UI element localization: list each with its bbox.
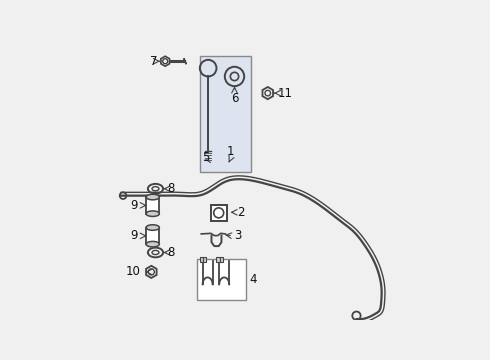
Text: 5: 5 xyxy=(203,151,210,164)
FancyBboxPatch shape xyxy=(217,257,220,262)
Text: 11: 11 xyxy=(277,87,293,100)
Ellipse shape xyxy=(146,194,159,200)
Text: 8: 8 xyxy=(167,246,174,259)
Ellipse shape xyxy=(146,225,159,230)
Text: 4: 4 xyxy=(250,273,257,286)
Text: 3: 3 xyxy=(235,229,242,242)
Text: 7: 7 xyxy=(150,55,157,68)
Text: 8: 8 xyxy=(167,182,174,195)
FancyBboxPatch shape xyxy=(203,257,206,262)
FancyBboxPatch shape xyxy=(200,257,203,262)
Text: 1: 1 xyxy=(226,145,234,158)
FancyBboxPatch shape xyxy=(146,228,159,244)
Text: 9: 9 xyxy=(130,229,138,242)
Ellipse shape xyxy=(146,242,159,247)
FancyBboxPatch shape xyxy=(146,197,159,214)
Ellipse shape xyxy=(146,211,159,216)
Text: 9: 9 xyxy=(130,199,138,212)
FancyBboxPatch shape xyxy=(200,56,251,172)
FancyBboxPatch shape xyxy=(197,260,245,300)
Text: 10: 10 xyxy=(126,265,141,278)
Text: 6: 6 xyxy=(231,92,238,105)
Text: 2: 2 xyxy=(237,206,245,219)
FancyBboxPatch shape xyxy=(220,257,223,262)
FancyBboxPatch shape xyxy=(211,205,227,221)
